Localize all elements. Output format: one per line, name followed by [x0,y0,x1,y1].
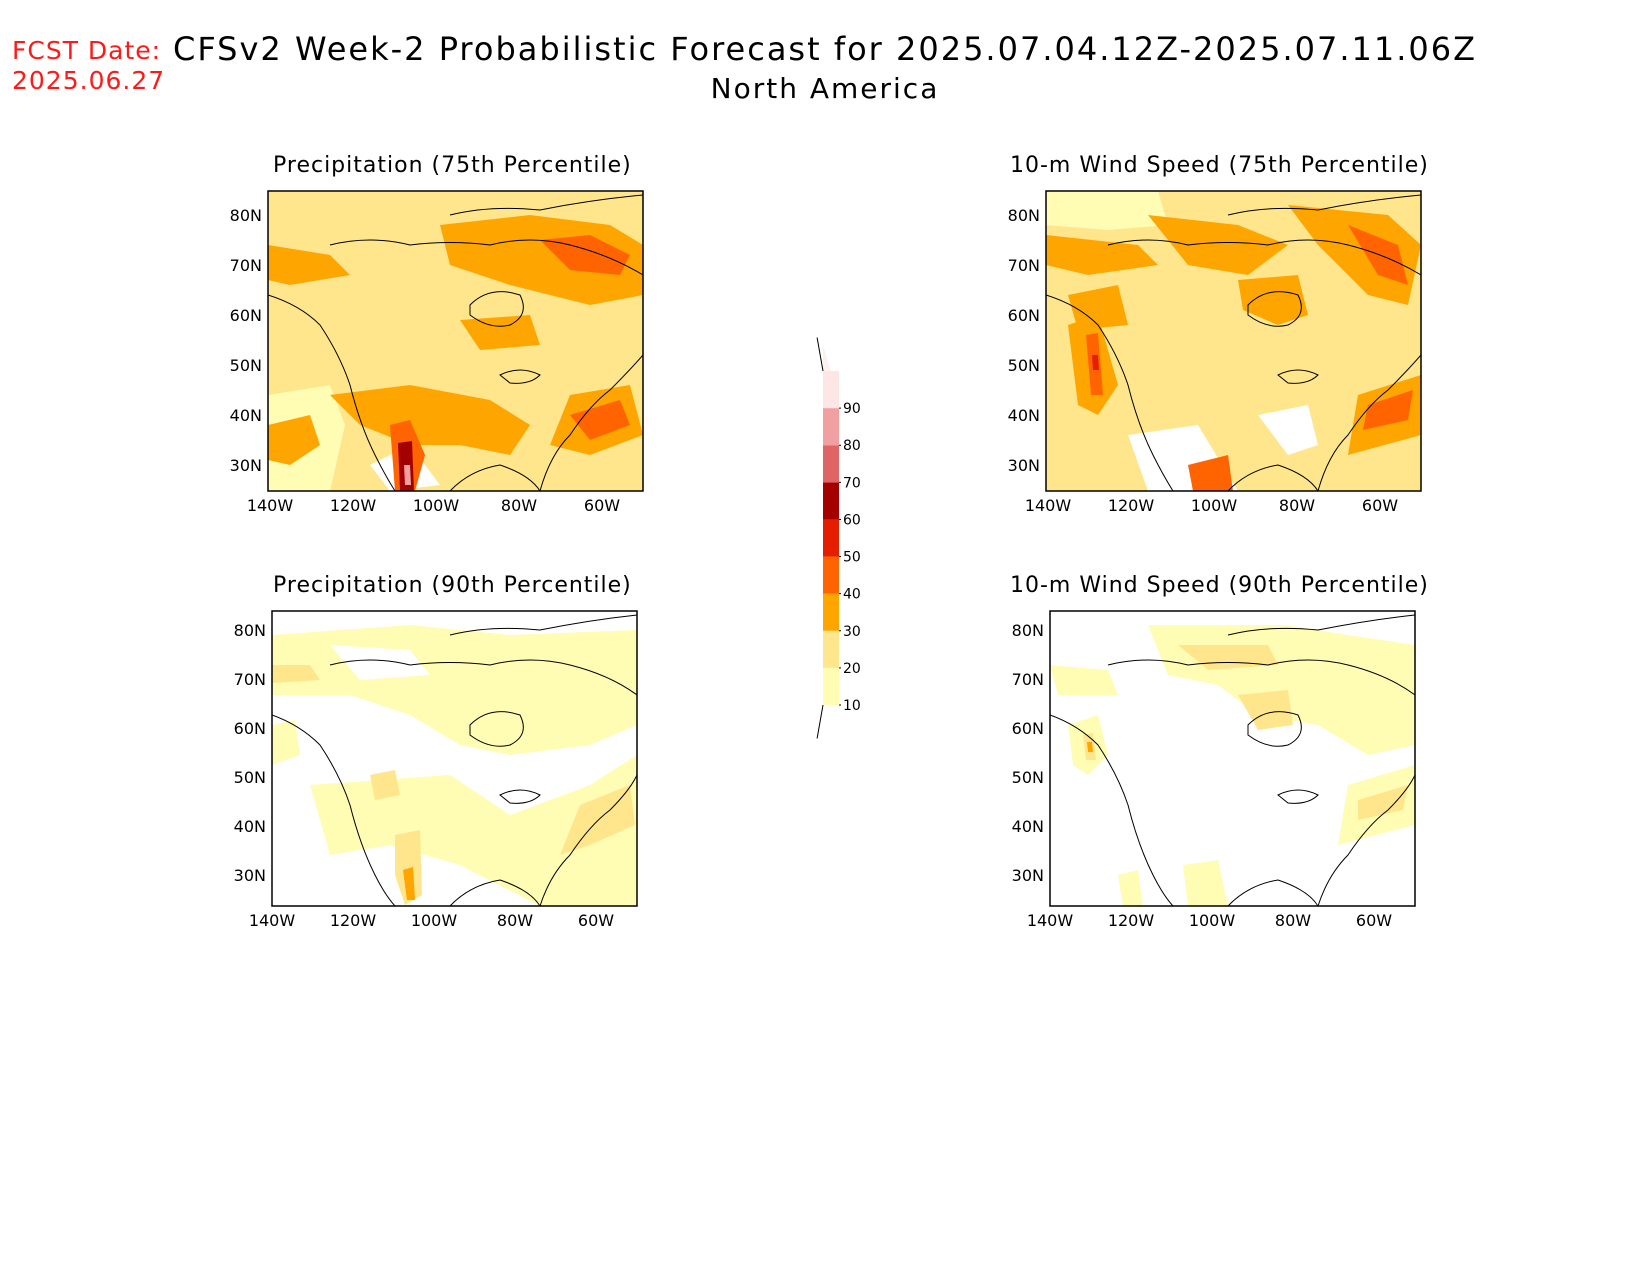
colorbar-label: 80 [843,438,861,454]
colorbar-swatch [823,408,839,446]
lat-label: 50N [1008,356,1040,375]
lon-label: 140W [1027,911,1074,930]
panel-title-wind-90: 10-m Wind Speed (90th Percentile) [1010,573,1429,598]
fcst-date: 2025.06.27 [12,66,166,95]
lat-label: 50N [1012,768,1044,787]
lat-label: 70N [1008,256,1040,275]
lat-label: 80N [230,206,262,225]
colorbar-swatches [823,371,839,705]
lon-label: 60W [584,496,620,515]
colorbar-label: 50 [843,550,861,566]
lon-labels: 140W 120W 100W 80W 60W [247,496,620,515]
lat-label: 30N [230,456,262,475]
panel-title-precip-90: Precipitation (90th Percentile) [273,573,632,598]
colorbar-label: 60 [843,512,861,528]
colorbar-label: 10 [843,698,861,714]
colorbar-label: 30 [843,624,861,640]
lon-label: 60W [578,911,614,930]
lon-label: 80W [497,911,533,930]
colorbar-swatch [823,445,839,483]
lon-label: 140W [1025,496,1072,515]
colorbar-swatch [823,593,839,631]
lat-label: 70N [1012,670,1044,689]
lat-label: 40N [1012,817,1044,836]
colorbar: 10 20 30 40 50 60 70 80 90 [816,337,861,739]
colorbar-swatch [823,667,839,705]
colorbar-swatch [823,371,839,409]
lon-label: 80W [1275,911,1311,930]
colorbar-swatch [823,556,839,594]
lon-label: 140W [249,911,296,930]
lon-label: 120W [330,496,377,515]
lon-label: 80W [1279,496,1315,515]
map-precip-90: 80N 70N 60N 50N 40N 30N 140W 120W 100W 8… [234,610,638,930]
colorbar-swatch [823,482,839,520]
main-title: CFSv2 Week-2 Probabilistic Forecast for … [172,30,1478,68]
lon-label: 60W [1362,496,1398,515]
figure-title: CFSv2 Week-2 Probabilistic Forecast for … [0,30,1650,105]
lon-label: 120W [1108,911,1155,930]
map-precip-75: 80N 70N 60N 50N 40N 30N 140W 120W 100W 8… [230,190,644,515]
colorbar-swatch [823,519,839,557]
lon-label: 80W [501,496,537,515]
region-subtitle: North America [710,72,940,105]
lon-label: 100W [411,911,458,930]
lat-label: 70N [234,670,266,689]
colorbar-label: 20 [843,661,861,677]
colorbar-label: 70 [843,475,861,491]
lat-label: 50N [234,768,266,787]
map-wind-75: 80N 70N 60N 50N 40N 30N 140W 120W 100W 8… [1008,190,1422,515]
lon-label: 100W [1189,911,1236,930]
lat-label: 60N [1008,306,1040,325]
map-wind-90: 80N 70N 60N 50N 40N 30N 140W 120W 100W 8… [1012,610,1416,930]
lat-label: 60N [1012,719,1044,738]
lat-label: 60N [234,719,266,738]
lat-label: 50N [230,356,262,375]
lat-label: 70N [230,256,262,275]
panel-title-precip-75: Precipitation (75th Percentile) [273,153,632,178]
lat-label: 60N [230,306,262,325]
fcst-label: FCST Date: [12,36,162,65]
colorbar-label: 40 [843,587,861,603]
lat-label: 80N [1012,621,1044,640]
colorbar-labels: 10 20 30 40 50 60 70 80 90 [839,401,861,714]
colorbar-label: 90 [843,401,861,417]
lon-label: 140W [247,496,294,515]
lon-label: 100W [413,496,460,515]
lon-label: 100W [1191,496,1238,515]
lat-label: 40N [230,406,262,425]
lat-label: 40N [1008,406,1040,425]
lat-label: 80N [1008,206,1040,225]
lat-label: 30N [1008,456,1040,475]
lat-label: 30N [234,866,266,885]
colorbar-swatch [823,630,839,668]
lon-label: 60W [1356,911,1392,930]
lat-label: 80N [234,621,266,640]
forecast-date-label: FCST Date: 2025.06.27 [12,36,165,96]
lon-label: 120W [330,911,377,930]
lon-label: 120W [1108,496,1155,515]
lat-label: 30N [1012,866,1044,885]
lat-labels: 80N 70N 60N 50N 40N 30N [230,206,262,475]
panel-title-wind-75: 10-m Wind Speed (75th Percentile) [1010,153,1429,178]
lat-label: 40N [234,817,266,836]
